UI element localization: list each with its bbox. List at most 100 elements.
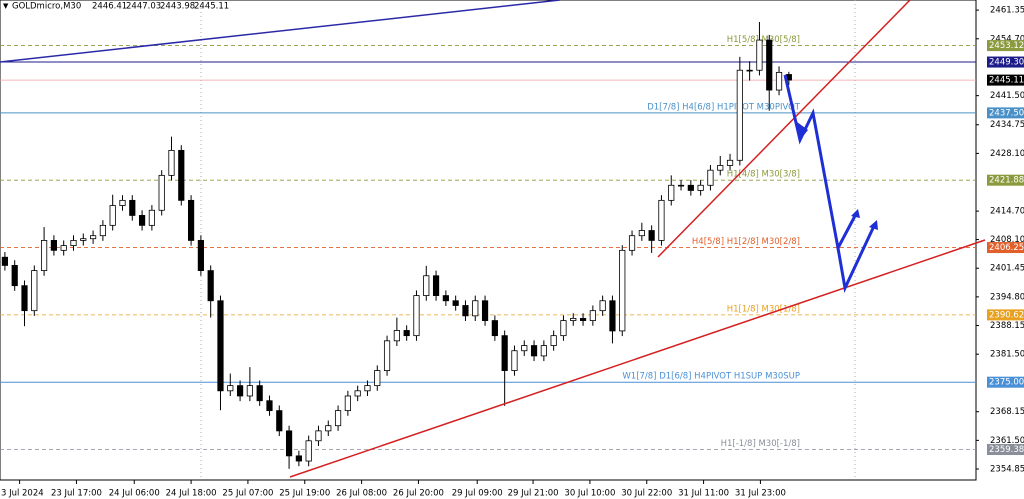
ohlc-close: 2445.11 bbox=[194, 2, 229, 12]
candle-body bbox=[423, 275, 430, 296]
price-label: 2390.62 bbox=[989, 310, 1024, 320]
price-label: 2359.38 bbox=[989, 445, 1024, 455]
candle-body bbox=[70, 240, 77, 247]
candle-body bbox=[325, 425, 332, 432]
candle-body bbox=[1, 256, 8, 266]
y-tick-label: 2394.80 bbox=[990, 292, 1024, 302]
price-label-box bbox=[987, 242, 1024, 254]
arrow-head bbox=[869, 220, 878, 230]
y-tick-label: 2401.45 bbox=[990, 264, 1024, 274]
y-tick-label: 2461.35 bbox=[990, 6, 1024, 16]
candle-body bbox=[41, 240, 48, 271]
candle-body bbox=[658, 199, 665, 241]
candle-body bbox=[354, 390, 361, 397]
candle-body bbox=[619, 249, 626, 332]
candle-body bbox=[707, 169, 714, 186]
candle-body bbox=[677, 184, 685, 187]
plot-frame bbox=[0, 0, 977, 481]
x-tick-label: 26 Jul 20:00 bbox=[393, 489, 444, 499]
candle-body bbox=[158, 174, 165, 211]
drawings bbox=[0, 0, 986, 478]
candle-body bbox=[148, 209, 155, 226]
candle-body bbox=[491, 320, 498, 337]
candle-body bbox=[481, 300, 489, 321]
x-tick-label: 23 Jul 17:00 bbox=[51, 489, 102, 499]
candle-body bbox=[178, 149, 185, 201]
candle-body bbox=[89, 235, 97, 240]
candle-body bbox=[403, 330, 410, 337]
price-label-box bbox=[987, 74, 1024, 86]
candle-body bbox=[697, 184, 704, 191]
candle-body bbox=[256, 385, 263, 402]
candle-body bbox=[60, 245, 67, 251]
x-tick-label: 29 Jul 21:00 bbox=[508, 489, 559, 499]
x-tick-label: 24 Jul 18:00 bbox=[166, 489, 217, 499]
candle-body bbox=[540, 345, 547, 357]
candle-body bbox=[246, 385, 253, 397]
level-text: H1[-1/8] M30[-1/8] bbox=[721, 439, 800, 449]
candle-body bbox=[736, 69, 743, 161]
candle-body bbox=[276, 410, 283, 432]
candle-body bbox=[334, 410, 342, 427]
arrow-head bbox=[797, 122, 808, 140]
candle-body bbox=[227, 385, 234, 392]
price-label-box bbox=[987, 174, 1024, 186]
y-tick-label: 2361.50 bbox=[990, 436, 1024, 446]
candle-body bbox=[50, 240, 57, 251]
candle-body bbox=[207, 270, 214, 302]
x-tick-label: 29 Jul 09:00 bbox=[452, 489, 503, 499]
price-label: 2445.11 bbox=[989, 76, 1024, 86]
y-tick-label: 2454.70 bbox=[990, 34, 1024, 44]
candle-body bbox=[187, 199, 195, 241]
price-label: 2449.30 bbox=[989, 58, 1024, 68]
candle-body bbox=[168, 149, 175, 176]
candle-body bbox=[648, 230, 655, 241]
ohlc-open: 2446.41 bbox=[92, 2, 127, 12]
candle-body bbox=[31, 270, 38, 312]
candle-body bbox=[364, 385, 371, 392]
forecast-arrow bbox=[836, 225, 876, 293]
candle-body bbox=[589, 310, 596, 321]
candle-body bbox=[442, 295, 449, 302]
candle-body bbox=[775, 71, 783, 91]
candle-body bbox=[570, 318, 577, 321]
candle-body bbox=[119, 199, 126, 206]
candle-body bbox=[628, 235, 636, 251]
price-label: 2437.50 bbox=[989, 108, 1024, 118]
candle-body bbox=[344, 395, 351, 412]
price-label-box bbox=[987, 56, 1024, 68]
candle-body bbox=[99, 224, 106, 237]
candle-body bbox=[530, 345, 538, 357]
candle-body bbox=[109, 205, 116, 226]
price-label: 2453.12 bbox=[989, 41, 1024, 51]
ohlc-high: 2447.03 bbox=[126, 2, 161, 12]
candle-body bbox=[236, 385, 244, 397]
trend-line bbox=[657, 0, 911, 258]
candle-body bbox=[452, 300, 459, 306]
ohlc-low: 2443.98 bbox=[160, 2, 195, 12]
candle-body bbox=[609, 300, 616, 332]
x-tick-label: 23 Jul 2024 bbox=[0, 489, 44, 499]
candle-body bbox=[756, 39, 763, 71]
arrow-head bbox=[851, 209, 860, 218]
candle-body bbox=[305, 440, 312, 462]
level-text: H1[4/8] M30[3/8] bbox=[727, 170, 800, 180]
candle-body bbox=[138, 215, 146, 226]
y-tick-label: 2381.50 bbox=[990, 350, 1024, 360]
candle-body bbox=[638, 230, 645, 237]
price-label-box bbox=[987, 309, 1024, 321]
candle-body bbox=[393, 330, 400, 342]
candle-body bbox=[579, 318, 587, 321]
candle-body bbox=[766, 39, 773, 91]
level-text: D1[7/8] H4[6/8] H1PIVOT M30PIVOT bbox=[647, 102, 801, 112]
candle-body bbox=[521, 345, 528, 352]
y-tick-label: 2434.75 bbox=[990, 120, 1024, 130]
menu-icon: ▼ bbox=[3, 2, 9, 10]
candle-body bbox=[550, 335, 557, 346]
candle-body bbox=[374, 370, 381, 387]
candle-body bbox=[295, 455, 302, 462]
candle-body bbox=[462, 305, 469, 317]
price-label: 2406.25 bbox=[989, 243, 1024, 253]
